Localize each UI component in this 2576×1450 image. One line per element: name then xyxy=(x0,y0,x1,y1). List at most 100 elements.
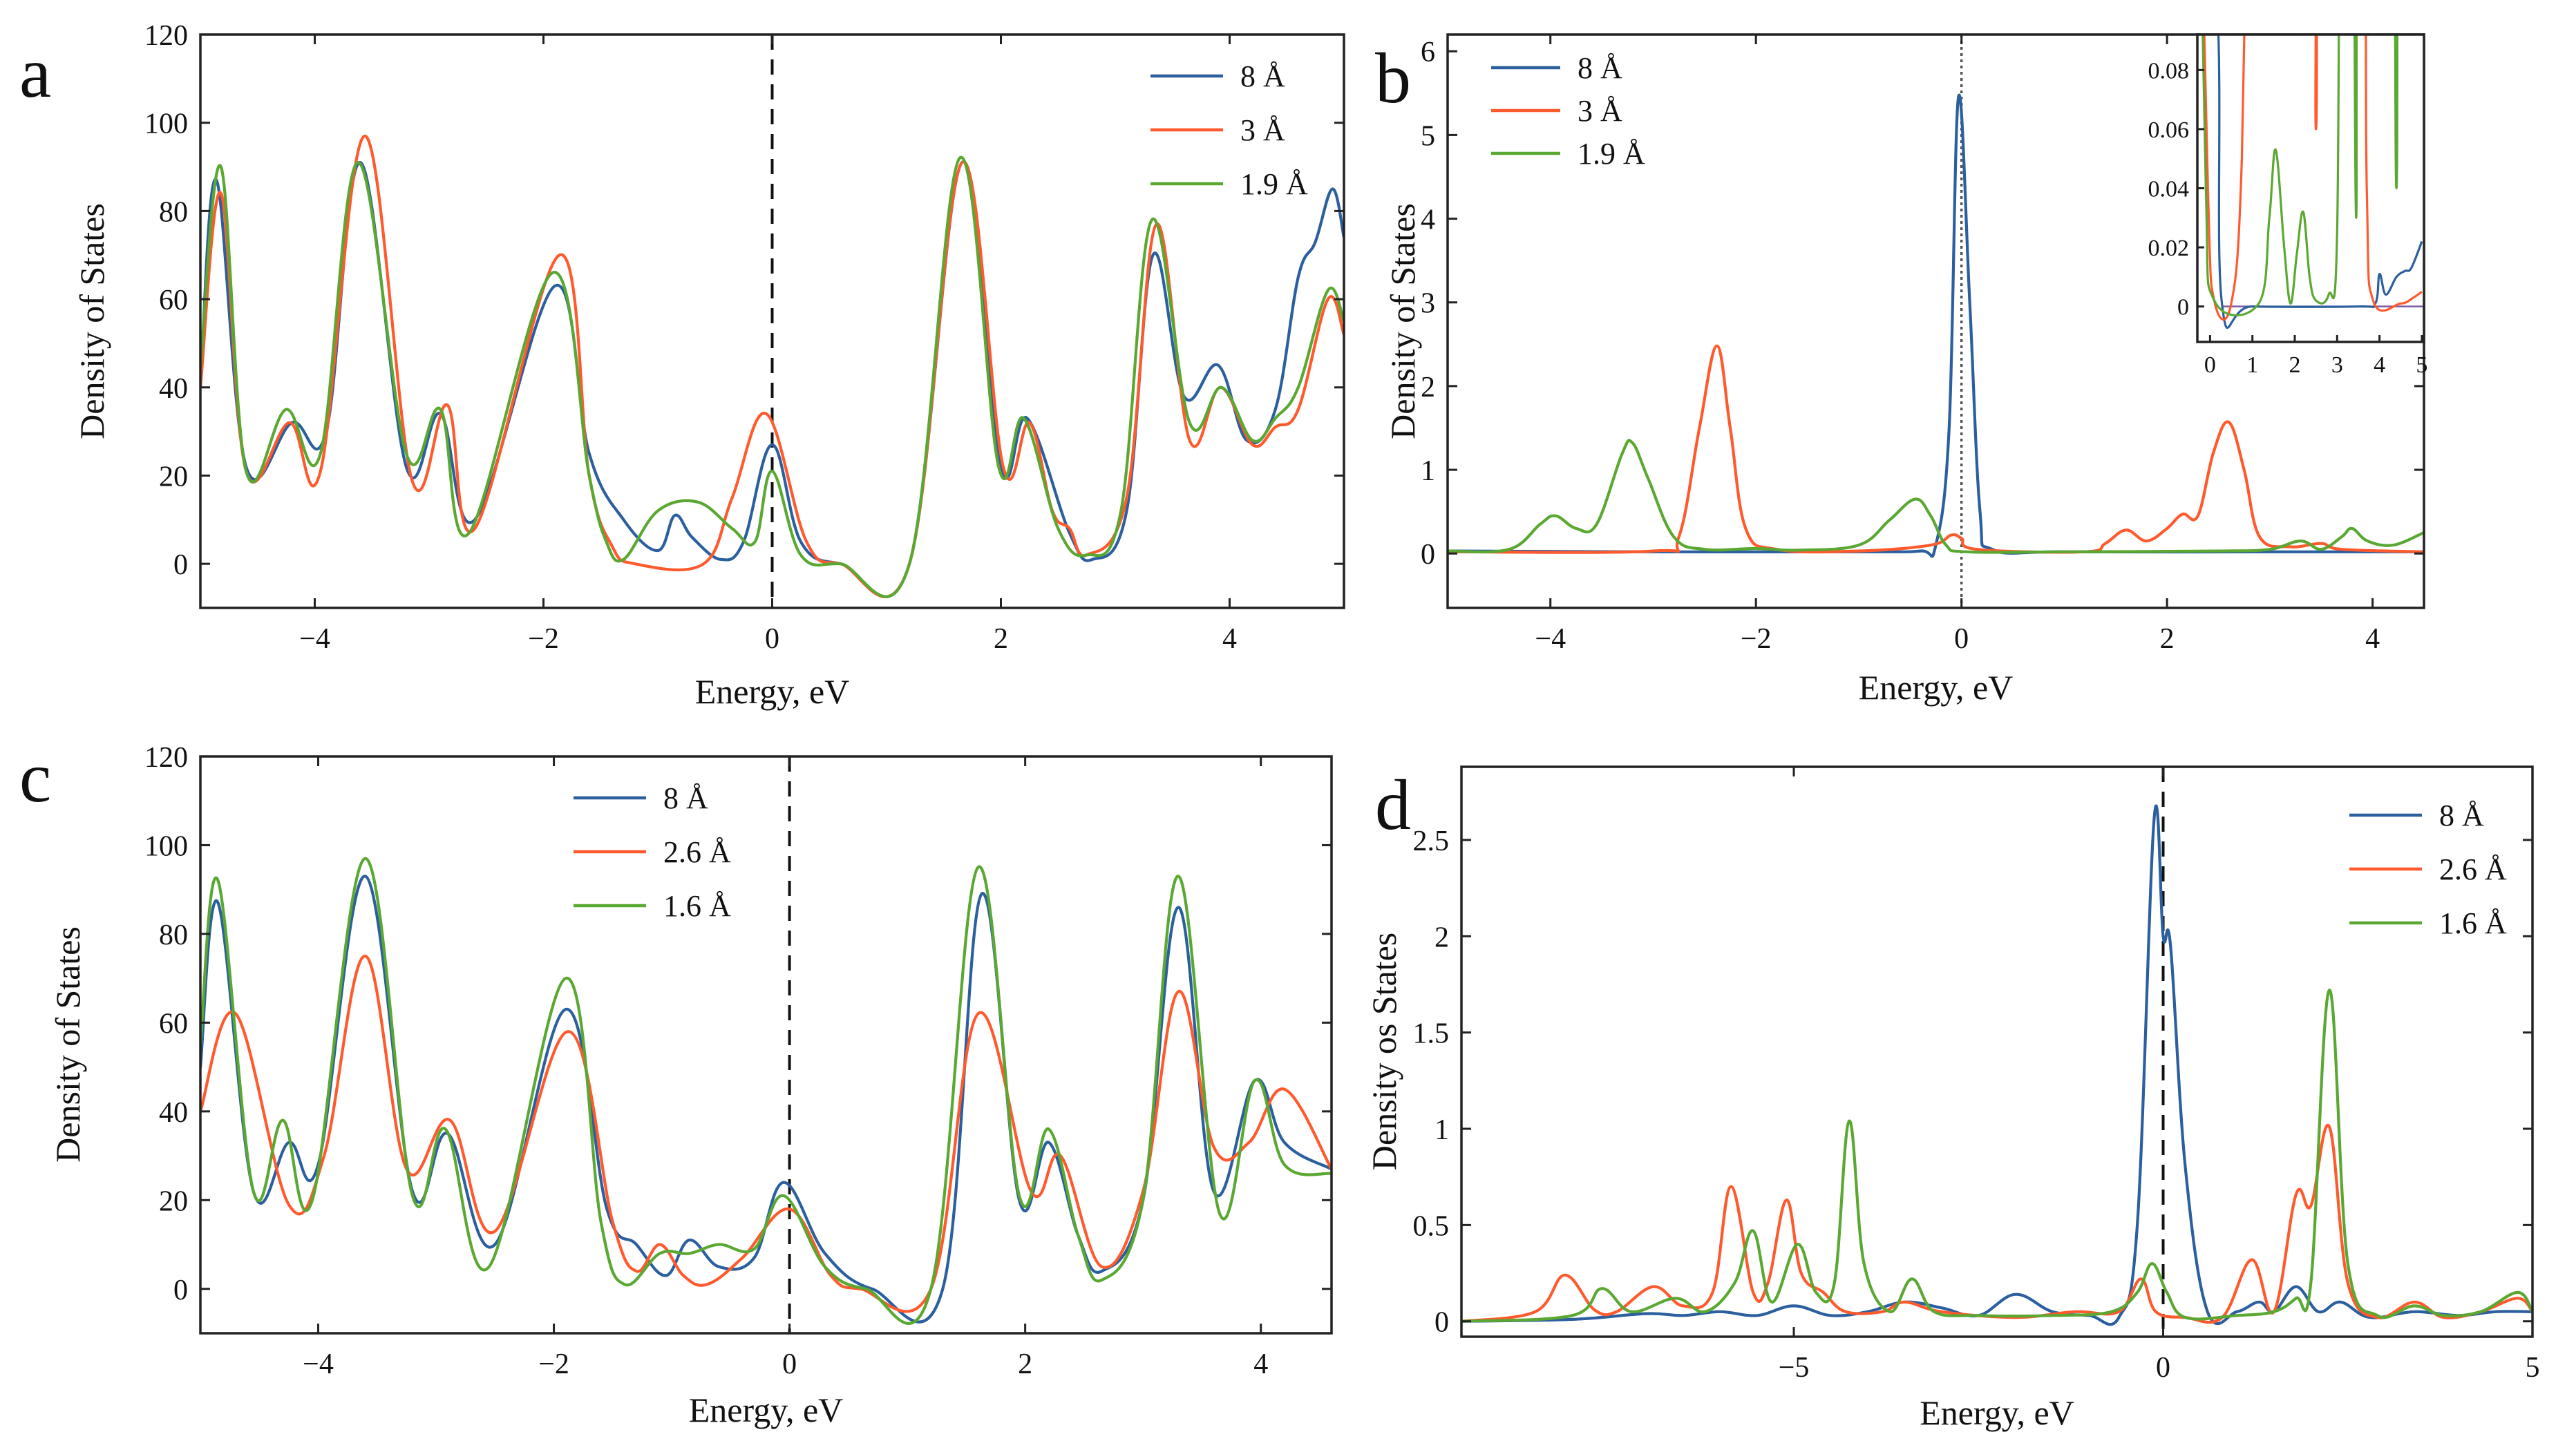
x-tick-label: −5 xyxy=(1779,1352,1810,1384)
x-axis-label: Energy, eV xyxy=(695,672,850,711)
legend-label: 3 Å xyxy=(1240,113,1285,147)
panel-letter: c xyxy=(19,738,51,817)
y-tick-label: 100 xyxy=(144,830,188,862)
series-group xyxy=(200,134,1344,598)
x-tick-label: −4 xyxy=(1535,623,1566,655)
series-group xyxy=(200,857,1332,1325)
y-tick-label: 0 xyxy=(173,1275,188,1306)
inset-y-tick-label: 0.04 xyxy=(2148,177,2190,202)
series-line-b-1 xyxy=(1448,344,2424,554)
x-tick-label: −2 xyxy=(528,623,559,655)
x-tick-label: 0 xyxy=(765,623,779,655)
y-tick-label: 2 xyxy=(1434,922,1449,953)
x-tick-label: 0 xyxy=(2156,1352,2170,1384)
y-axis-label: Density of States xyxy=(48,926,87,1163)
series-line-a-2 xyxy=(200,155,1344,598)
panel-d: −5 0 5 0 0.5 1 1.5 2 2.5 Energy, eV Density os Sta… xyxy=(1365,765,2540,1432)
legend: 8 Å 2.6 Å 1.6 Å xyxy=(2349,799,2507,940)
x-tick-label: −4 xyxy=(299,623,330,655)
y-tick-label: 2 xyxy=(1421,372,1435,403)
inset-y-tick-label: 0.02 xyxy=(2148,236,2190,261)
y-tick-label: 20 xyxy=(159,461,188,493)
series-group xyxy=(1461,804,2532,1326)
panel-b: −4 −2 0 2 4 0 1 2 3 4 5 6 Energy, eV Density of State… xyxy=(1375,33,2427,707)
y-tick-label: 0 xyxy=(1421,539,1435,571)
inset-y-tick-label: 0 xyxy=(2177,295,2189,321)
y-tick-label: 80 xyxy=(159,196,188,228)
inset-series-line-0 xyxy=(2217,35,2423,330)
plot-frame xyxy=(1460,765,2534,1338)
legend-label: 2.6 Å xyxy=(663,835,731,869)
x-tick-label: 2 xyxy=(2160,623,2175,655)
inset-y-tick-label: 0.06 xyxy=(2148,117,2190,143)
inset-x-tick-label: 5 xyxy=(2416,352,2427,378)
x-tick-label: 0 xyxy=(1954,623,1969,655)
y-axis-label: Density of States xyxy=(1383,203,1422,439)
series-group xyxy=(1448,93,2424,558)
y-tick-label: 20 xyxy=(159,1185,188,1217)
inset-x-tick-label: 1 xyxy=(2246,352,2258,378)
panel-letter: b xyxy=(1375,39,1411,118)
legend: 8 Å 3 Å 1.9 Å xyxy=(1150,59,1308,201)
x-tick-label: 4 xyxy=(1222,623,1237,655)
legend-label: 1.6 Å xyxy=(663,889,731,923)
legend-label: 8 Å xyxy=(663,781,708,815)
legend: 8 Å 2.6 Å 1.6 Å xyxy=(574,781,731,923)
series-line-b-2 xyxy=(1448,439,2424,554)
legend-label: 1.6 Å xyxy=(2439,906,2507,940)
y-tick-label: 100 xyxy=(144,108,188,140)
y-tick-label: 40 xyxy=(159,373,188,405)
series-line-a-1 xyxy=(200,134,1344,598)
y-axis-label: Density os States xyxy=(1365,933,1403,1170)
x-tick-label: −2 xyxy=(1741,623,1772,655)
inset-series-line-1 xyxy=(2203,35,2423,321)
plot-frame xyxy=(199,755,1333,1335)
x-tick-label: 4 xyxy=(1253,1348,1268,1380)
legend-label: 3 Å xyxy=(1578,94,1622,128)
legend-label: 1.9 Å xyxy=(1240,167,1308,201)
inset-series-group xyxy=(2201,35,2423,330)
y-tick-label: 80 xyxy=(159,919,188,951)
y-tick-label: 1 xyxy=(1421,455,1435,487)
x-tick-label: −2 xyxy=(538,1348,569,1380)
inset-series-line-2 xyxy=(2201,35,2399,317)
legend-label: 8 Å xyxy=(1578,51,1622,85)
y-tick-label: 1.5 xyxy=(1413,1018,1450,1050)
inset-background xyxy=(2197,35,2424,342)
y-tick-label: 60 xyxy=(159,1008,188,1040)
x-tick-label: 2 xyxy=(994,623,1008,655)
x-axis-label: Energy, eV xyxy=(689,1391,844,1429)
y-tick-label: 0 xyxy=(1434,1307,1449,1339)
x-axis-label: Energy, eV xyxy=(1920,1393,2074,1432)
x-tick-label: 4 xyxy=(2365,623,2380,655)
inset-plot: 0 1 2 3 4 5 0 0.02 0.04 0.06 0.08 xyxy=(2148,33,2427,378)
y-tick-label: 4 xyxy=(1421,204,1435,236)
x-tick-label: −4 xyxy=(303,1348,334,1380)
series-line-c-2 xyxy=(200,857,1332,1325)
x-tick-label: 2 xyxy=(1018,1348,1032,1380)
series-line-c-1 xyxy=(200,954,1332,1313)
inset-x-tick-label: 2 xyxy=(2289,352,2301,378)
panel-letter: a xyxy=(19,33,51,113)
inset-x-tick-label: 3 xyxy=(2331,352,2343,378)
legend: 8 Å 3 Å 1.9 Å xyxy=(1491,51,1645,171)
y-tick-label: 6 xyxy=(1421,37,1435,68)
legend-label: 8 Å xyxy=(2439,799,2484,832)
y-tick-label: 60 xyxy=(159,285,188,316)
y-tick-label: 0 xyxy=(173,549,188,581)
x-axis-label: Energy, eV xyxy=(1859,668,2014,707)
y-axis-label: Density of States xyxy=(73,203,111,439)
y-tick-label: 3 xyxy=(1421,288,1435,320)
inset-x-tick-label: 0 xyxy=(2204,352,2216,378)
y-tick-label: 1 xyxy=(1434,1114,1449,1146)
inset-x-tick-label: 4 xyxy=(2374,352,2385,378)
y-tick-label: 40 xyxy=(159,1097,188,1129)
legend-label: 2.6 Å xyxy=(2439,852,2507,886)
legend-label: 8 Å xyxy=(1240,59,1285,93)
panel-letter: d xyxy=(1375,765,1411,845)
y-tick-label: 120 xyxy=(144,20,188,52)
series-line-d-2 xyxy=(1461,989,2532,1323)
